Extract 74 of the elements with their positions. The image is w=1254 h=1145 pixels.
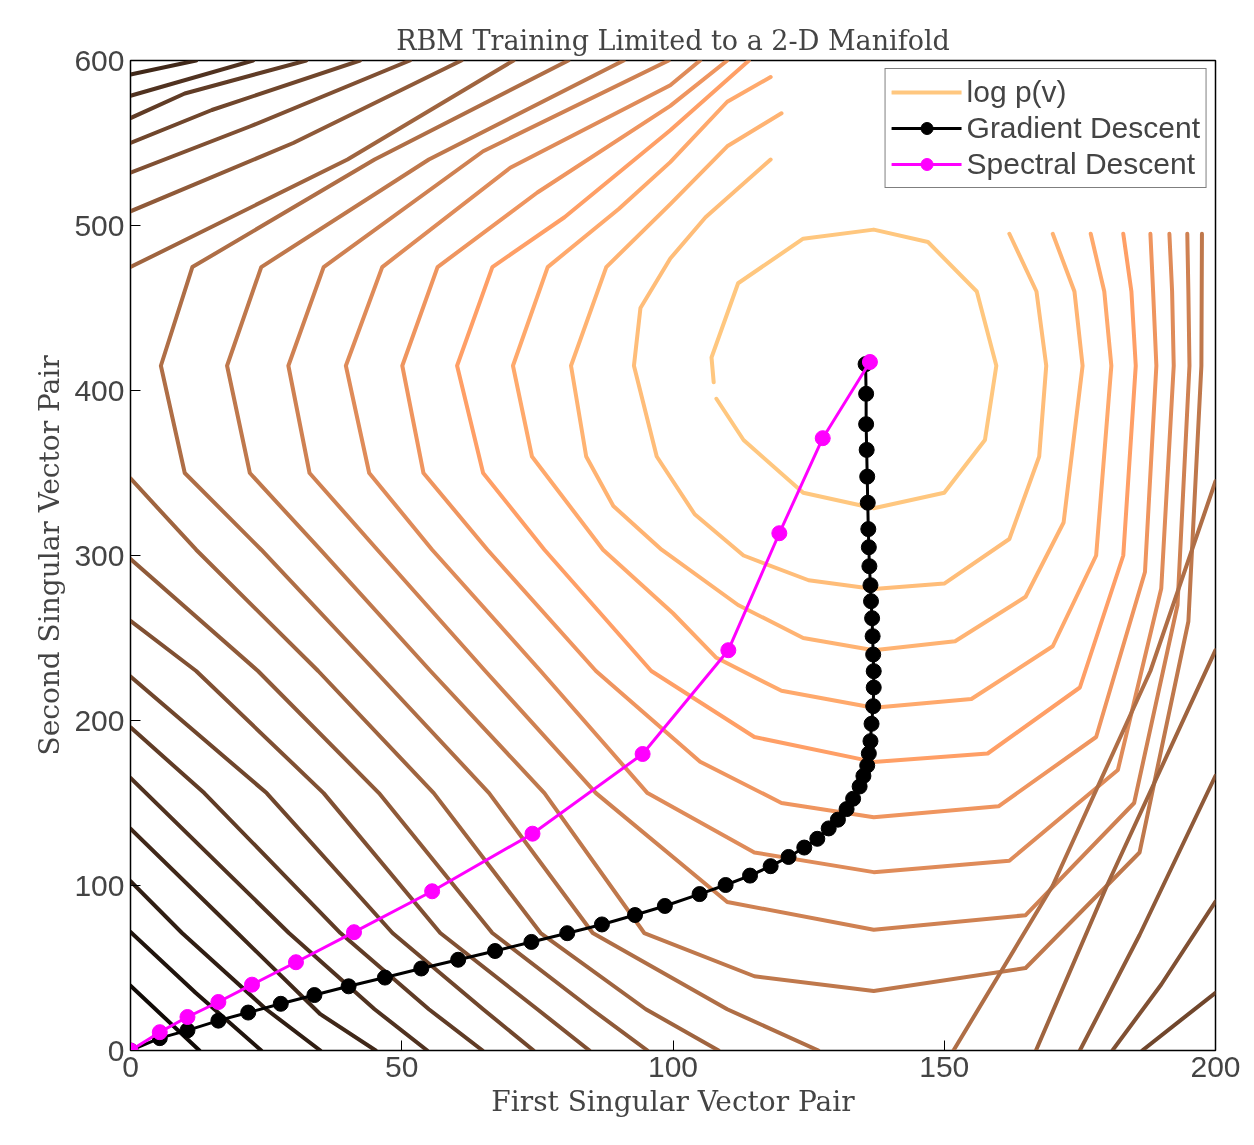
- point: [272, 995, 289, 1012]
- point: [861, 558, 878, 575]
- point: [559, 925, 576, 942]
- legend-label: log p(v): [966, 75, 1067, 109]
- point: [627, 907, 644, 924]
- point: [865, 698, 882, 715]
- line-series: [709, 227, 999, 511]
- point: [691, 886, 708, 903]
- point: [244, 976, 261, 993]
- point: [865, 646, 882, 663]
- point: [593, 916, 610, 933]
- point: [720, 642, 737, 659]
- y-tick-label: 200: [74, 703, 125, 737]
- y-axis-title: Second Singular Vector Pair: [33, 354, 67, 756]
- point: [862, 733, 879, 750]
- point: [413, 960, 430, 977]
- y-tick-label: 100: [74, 868, 125, 902]
- point: [829, 811, 846, 828]
- point: [864, 610, 881, 627]
- chart-title: RBM Training Limited to a 2-D Manifold: [396, 24, 950, 56]
- point: [210, 1012, 227, 1029]
- point: [762, 858, 779, 875]
- point: [210, 994, 227, 1010]
- point: [814, 430, 831, 447]
- point: [287, 954, 304, 971]
- legend-label: Gradient Descent: [966, 111, 1200, 145]
- point: [796, 839, 813, 856]
- x-tick-label: 50: [385, 1049, 419, 1083]
- point: [424, 883, 441, 900]
- line-series: [130, 879, 323, 1051]
- point: [179, 1009, 196, 1025]
- point: [780, 848, 797, 865]
- point: [450, 951, 467, 968]
- x-tick-label: 150: [919, 1049, 970, 1083]
- point: [820, 820, 837, 837]
- point: [179, 1022, 196, 1039]
- legend-label: Spectral Descent: [966, 147, 1195, 181]
- point: [523, 933, 540, 950]
- point: [859, 468, 876, 485]
- point: [487, 943, 504, 959]
- point: [656, 897, 673, 914]
- point: [863, 593, 880, 610]
- y-tick-label: 300: [74, 538, 125, 572]
- point: [860, 521, 877, 538]
- y-tick-label: 400: [74, 373, 125, 407]
- point: [771, 525, 788, 542]
- point: [151, 1024, 168, 1041]
- point: [717, 877, 734, 893]
- point: [346, 924, 363, 941]
- point: [859, 494, 876, 511]
- point: [863, 715, 880, 732]
- point: [524, 825, 541, 842]
- point: [860, 539, 877, 556]
- x-axis-title: First Singular Vector Pair: [491, 1084, 856, 1118]
- x-tick-label: 100: [647, 1049, 699, 1083]
- point: [858, 416, 875, 433]
- y-tick-label: 500: [74, 208, 125, 242]
- point: [809, 830, 826, 847]
- point: [634, 746, 651, 762]
- point: [845, 790, 862, 807]
- x-tick-label: 200: [1190, 1049, 1241, 1083]
- point: [861, 353, 878, 370]
- point: [862, 577, 879, 594]
- point: [340, 978, 357, 995]
- point: [742, 867, 759, 884]
- point: [306, 987, 323, 1004]
- y-tick-label: 600: [74, 43, 125, 77]
- point: [865, 679, 882, 696]
- point: [858, 441, 875, 458]
- point: [864, 628, 881, 645]
- point: [376, 969, 393, 986]
- point: [865, 663, 882, 680]
- point: [858, 385, 875, 402]
- point: [240, 1004, 257, 1021]
